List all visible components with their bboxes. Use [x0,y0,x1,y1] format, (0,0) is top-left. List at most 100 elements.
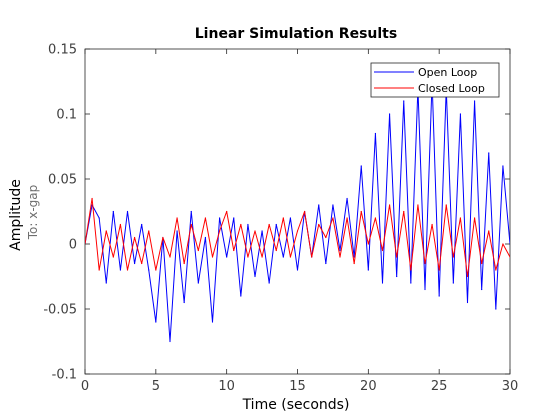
data-point-closed-loop [445,204,447,206]
x-tick-label: 5 [152,379,160,394]
data-point-open-loop [218,217,221,219]
data-point-open-loop [275,223,277,226]
data-point-closed-loop [466,275,469,278]
x-tick-label: 25 [431,379,448,394]
x-tick-label: 15 [289,379,306,394]
data-point-open-loop [495,308,497,310]
data-point-open-loop [247,223,249,226]
legend-box [370,62,500,98]
data-point-open-loop [381,282,384,284]
data-point-open-loop [481,288,483,291]
data-point-open-loop [346,197,348,200]
data-point-open-loop [204,236,207,239]
data-point-open-loop [155,321,157,323]
data-point-closed-loop [374,217,377,219]
data-point-closed-loop [282,217,284,219]
data-point-closed-loop [473,217,476,219]
x-tick-label: 10 [218,379,235,394]
data-point-closed-loop [141,262,143,265]
data-point-open-loop [148,269,150,271]
data-point-open-loop [289,217,292,219]
y-tick-label: 0.15 [48,43,77,58]
y-tick-label: 0 [69,238,77,253]
data-point-closed-loop [339,256,341,258]
data-point-open-loop [226,256,228,258]
data-point-closed-loop [481,262,483,265]
data-point-closed-loop [417,204,419,206]
data-point-open-loop [183,301,185,304]
data-point-closed-loop [162,236,164,239]
data-point-closed-loop [303,210,306,213]
legend: Open Loop Closed Loop [370,62,500,98]
data-point-open-loop [396,275,398,278]
y-tick-label: -0.1 [52,368,77,383]
data-point-open-loop [197,282,199,284]
data-point-closed-loop [410,269,412,271]
data-point-closed-loop [296,230,299,232]
data-point-closed-loop [247,256,249,258]
data-point-closed-loop [353,262,355,265]
data-point-open-loop [240,295,242,297]
data-point-open-loop [112,210,114,213]
data-point-closed-loop [183,262,185,265]
data-point-closed-loop [119,223,122,226]
data-point-closed-loop [289,256,292,258]
data-point-closed-loop [211,256,214,258]
data-point-closed-loop [438,269,440,271]
data-point-open-loop [126,210,129,213]
data-point-open-loop [488,152,490,154]
data-point-open-loop [459,113,462,115]
data-point-open-loop [296,269,299,271]
data-point-closed-loop [98,269,100,271]
data-point-open-loop [318,204,320,206]
x-tick-label: 0 [81,379,89,394]
plot-area: 0 5 10 15 20 25 30 -0.1 -0.05 0 0.05 0.1 0.15 [43,43,518,395]
data-point-closed-loop [226,210,228,213]
data-point-open-loop [424,288,426,291]
data-point-open-loop [268,282,270,284]
legend-label-closed-loop: Closed Loop [418,82,485,95]
data-point-closed-loop [367,243,369,245]
data-point-open-loop [325,262,327,265]
y-tick-label: 0.05 [48,173,77,188]
data-point-open-loop [438,295,440,297]
data-point-closed-loop [495,269,497,271]
data-point-closed-loop [204,217,207,219]
data-point-closed-loop [311,256,313,258]
tick-layer: 0 5 10 15 20 25 30 -0.1 -0.05 0 0.05 0.1 0.15 [43,43,518,395]
data-point-open-loop [282,256,284,258]
data-point-closed-loop [275,249,277,252]
data-point-closed-loop [176,217,178,219]
data-point-open-loop [169,340,171,343]
data-point-open-loop [502,165,504,167]
data-point-closed-loop [424,262,426,265]
y-tick-label: 0.1 [56,108,77,123]
data-point-open-loop [403,100,405,102]
data-point-open-loop [452,282,454,284]
data-point-closed-loop [126,269,129,271]
data-point-open-loop [466,301,469,304]
data-point-closed-loop [112,256,114,258]
data-point-closed-loop [233,249,235,252]
data-point-open-loop [388,113,391,115]
data-point-closed-loop [388,204,391,206]
data-point-closed-loop [254,230,256,232]
data-point-open-loop [105,282,107,284]
data-point-open-loop [473,100,476,102]
data-point-closed-loop [325,236,327,239]
x-tick-label: 20 [360,379,377,394]
legend-label-open-loop: Open Loop [418,66,477,79]
data-point-closed-loop [318,223,320,226]
data-point-open-loop [339,249,341,252]
x-axis-label: Time (seconds) [242,397,350,413]
data-point-open-loop [211,321,214,323]
data-point-closed-loop [155,269,157,271]
data-point-open-loop [254,275,256,278]
data-point-closed-loop [148,230,150,232]
y-tick-label: -0.05 [43,303,77,318]
data-point-open-loop [233,217,235,219]
data-point-closed-loop [452,256,454,258]
data-point-open-loop [190,210,192,213]
data-point-open-loop [367,269,369,271]
